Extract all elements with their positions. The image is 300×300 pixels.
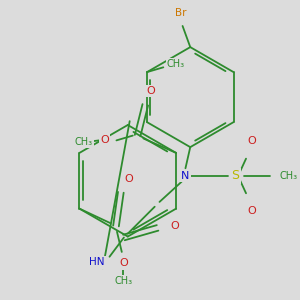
Text: O: O xyxy=(119,259,128,269)
Text: Br: Br xyxy=(175,8,186,17)
Text: HN: HN xyxy=(89,257,105,268)
Text: O: O xyxy=(100,135,109,146)
Text: N: N xyxy=(181,171,190,181)
Text: O: O xyxy=(248,136,256,146)
Text: CH₃: CH₃ xyxy=(279,171,297,181)
Text: S: S xyxy=(232,169,239,182)
Text: CH₃: CH₃ xyxy=(167,59,185,69)
Text: CH₃: CH₃ xyxy=(115,276,133,286)
Text: CH₃: CH₃ xyxy=(75,137,93,147)
Text: O: O xyxy=(147,86,155,96)
Text: O: O xyxy=(248,206,256,216)
Text: O: O xyxy=(124,174,133,184)
Text: O: O xyxy=(170,221,179,231)
